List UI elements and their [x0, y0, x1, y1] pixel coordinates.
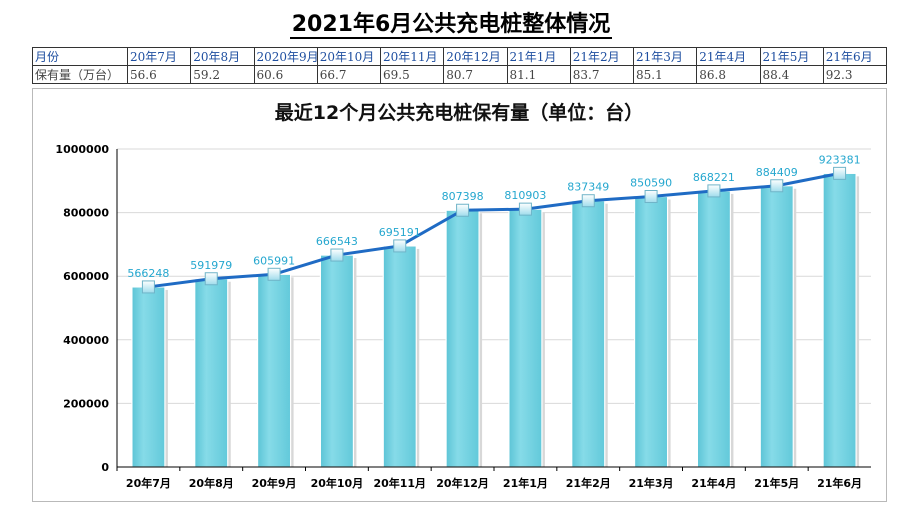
series-marker — [518, 202, 532, 216]
chart-frame: 最近12个月公共充电桩保有量（单位：台） 0 200000 400000 600000… — [32, 88, 887, 502]
summary-month-cell: 21年3月 — [632, 47, 698, 66]
summary-month-cell: 20年10月 — [316, 47, 382, 66]
summary-value-cell: 56.6 — [126, 65, 192, 84]
bar — [131, 286, 166, 468]
series-marker — [581, 194, 595, 208]
chart-title: 最近12个月公共充电桩保有量（单位：台） — [275, 101, 643, 124]
series-line — [141, 166, 847, 294]
data-label: 566248 — [127, 267, 169, 280]
x-tick-label: 20年9月 — [252, 476, 297, 490]
bar — [696, 190, 732, 468]
y-tick-label: 800000 — [63, 207, 109, 220]
summary-month-cell: 20年8月 — [190, 47, 255, 66]
summary-table: 月份 20年7月 20年8月 2020年9月 20年10月 20年11月 20年12月 21… — [32, 47, 888, 84]
summary-value-cell: 69.5 — [379, 65, 445, 84]
data-label: 666543 — [316, 235, 358, 248]
series-marker — [204, 272, 218, 286]
data-label: 591979 — [190, 259, 232, 272]
bar — [319, 254, 355, 468]
series-marker — [141, 280, 155, 294]
summary-month-cell: 21年1月 — [506, 47, 571, 66]
series-marker — [267, 267, 281, 281]
summary-month-cell: 21年2月 — [569, 47, 635, 66]
summary-month-cell: 20年7月 — [126, 47, 192, 66]
summary-values-row: 保有量（万台） 56.6 59.2 60.6 66.7 69.5 80.7 81.1 83.7… — [32, 65, 888, 84]
series-marker — [393, 239, 407, 253]
y-tick-label: 200000 — [63, 397, 109, 410]
y-tick-label: 400000 — [63, 334, 109, 347]
summary-value-cell: 86.8 — [696, 65, 761, 84]
x-tick-label: 20年12月 — [436, 476, 489, 490]
series-marker — [644, 190, 658, 204]
x-axis: 20年7月 20年8月 20年9月 20年10月 20年11月 20年12月 21年1月 21… — [116, 466, 871, 490]
bar — [194, 278, 229, 468]
summary-value-cell: 83.7 — [569, 65, 635, 84]
summary-header-row: 月份 20年7月 20年8月 2020年9月 20年10月 20年11月 20年12月 21… — [32, 47, 888, 66]
series-marker — [833, 166, 847, 180]
summary-value-cell: 92.3 — [822, 65, 888, 84]
summary-row-label: 保有量（万台） — [32, 65, 128, 84]
summary-value-cell: 66.7 — [316, 65, 382, 84]
x-tick-label: 21年5月 — [754, 476, 799, 490]
page-title-text: 2021年6月公共充电桩整体情况 — [289, 12, 613, 39]
summary-value-cell: 59.2 — [190, 65, 255, 84]
data-label: 850590 — [630, 177, 672, 190]
summary-value-cell: 80.7 — [443, 65, 508, 84]
y-tick-label: 1000000 — [55, 143, 109, 156]
summary-month-cell: 21年5月 — [759, 47, 824, 66]
bar — [508, 208, 543, 468]
data-label: 884409 — [756, 166, 798, 179]
summary-month-cell: 21年6月 — [822, 47, 888, 66]
summary-value-cell: 88.4 — [759, 65, 824, 84]
summary-month-cell: 21年4月 — [696, 47, 761, 66]
summary-month-cell: 2020年9月 — [253, 47, 318, 66]
x-tick-label: 21年1月 — [503, 476, 548, 490]
bar — [759, 185, 794, 468]
data-label: 923381 — [819, 153, 861, 166]
bar — [445, 209, 480, 468]
series-marker — [330, 248, 344, 262]
data-label: 695191 — [379, 226, 421, 239]
series-marker — [456, 203, 470, 217]
chart-svg: 最近12个月公共充电桩保有量（单位：台） 0 200000 400000 600000… — [55, 101, 871, 490]
x-tick-label: 20年8月 — [189, 476, 234, 490]
series-marker — [707, 184, 721, 198]
x-tick-label: 20年10月 — [311, 476, 364, 490]
summary-month-cell: 20年12月 — [443, 47, 508, 66]
summary-month-cell: 20年11月 — [379, 47, 445, 66]
bar — [571, 200, 606, 468]
bar — [822, 172, 857, 468]
bar — [633, 195, 669, 468]
summary-value-cell: 85.1 — [632, 65, 698, 84]
data-label: 868221 — [693, 171, 735, 184]
data-label: 810903 — [504, 189, 546, 202]
x-tick-label: 21年2月 — [566, 476, 611, 490]
bar — [256, 273, 292, 468]
bars — [131, 172, 860, 468]
data-labels: 566248 591979 605991 666543 695191 807398 8109… — [127, 153, 860, 280]
data-label: 837349 — [567, 181, 609, 194]
data-label: 807398 — [442, 190, 484, 203]
data-label: 605991 — [253, 254, 295, 267]
y-tick-label: 0 — [101, 461, 109, 474]
x-tick-label: 21年6月 — [817, 476, 862, 490]
summary-value-cell: 81.1 — [506, 65, 571, 84]
page-title: 2021年6月公共充电桩整体情况 — [0, 6, 902, 39]
bar — [382, 245, 417, 468]
y-axis: 0 200000 400000 600000 800000 1000000 — [55, 143, 118, 474]
x-tick-label: 20年11月 — [373, 476, 426, 490]
x-tick-label: 21年4月 — [691, 476, 736, 490]
y-tick-label: 600000 — [63, 270, 109, 283]
series-polyline — [148, 171, 840, 289]
summary-header-label: 月份 — [32, 47, 128, 66]
series-marker — [770, 179, 784, 193]
summary-value-cell: 60.6 — [253, 65, 318, 84]
x-tick-label: 20年7月 — [126, 476, 171, 490]
x-tick-label: 21年3月 — [629, 476, 674, 490]
